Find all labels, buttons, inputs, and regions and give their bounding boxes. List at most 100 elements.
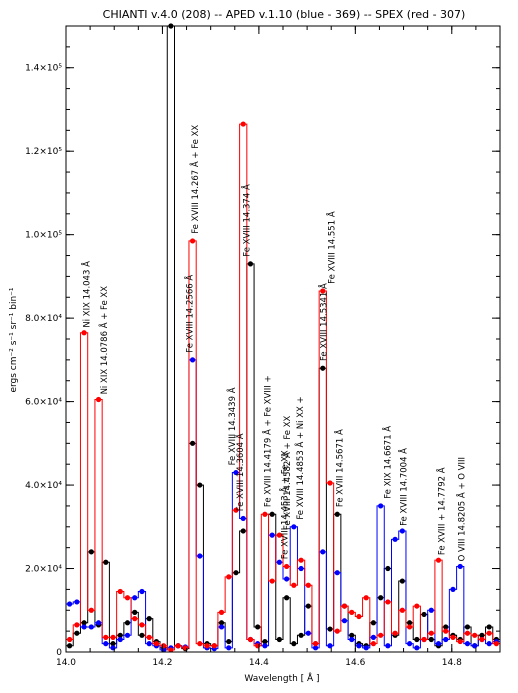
series-2-point-37 (334, 628, 340, 634)
series-2-point-17 (189, 238, 196, 244)
series-2-point-16 (182, 645, 188, 651)
series-2-point-15 (175, 643, 181, 649)
series-2-point-35 (320, 288, 326, 294)
series-2-point-18 (197, 641, 203, 647)
series-1-point-44 (385, 643, 391, 649)
y-tick-label-6: 1.2×10⁵ (25, 147, 62, 157)
series-0-point-7 (117, 632, 123, 638)
series-2-point-25 (247, 636, 254, 643)
series-1-point-24 (240, 515, 246, 522)
series-2-point-43 (378, 632, 384, 638)
series-1-point-54 (457, 563, 463, 570)
series-1-point-53 (450, 586, 456, 593)
series-1-point-50 (428, 607, 434, 613)
line-annotation-14: Fe XIX 14.6671 Å (382, 426, 394, 499)
series-2-point-38 (341, 603, 348, 609)
series-0-point-25 (247, 261, 254, 267)
series-1-point-46 (399, 528, 405, 534)
series-2-point-42 (370, 641, 377, 647)
series-0-point-47 (406, 620, 413, 626)
series-1-point-18 (197, 553, 203, 559)
series-1-point-5 (103, 641, 109, 647)
line-annotation-7: Fe XVIII 14.4179 Å + Fe XVIII + (262, 375, 274, 507)
series-1-point-51 (435, 641, 442, 647)
series-1-point-56 (472, 643, 478, 649)
line-annotation-13: Fe XVIII 14.5671 Å (333, 429, 345, 507)
series-1-point-31 (291, 524, 297, 530)
series-1-point-10 (139, 588, 145, 595)
line-annotation-15: Fe XVIII 14.7004 Å (398, 448, 410, 526)
series-2-point-40 (356, 613, 362, 620)
series-2-point-57 (479, 636, 485, 643)
x-tick-label-3: 14.6 (345, 658, 365, 668)
line-annotation-16: Fe XVIII + 14.7792 Å (436, 467, 448, 555)
series-2-point-55 (464, 630, 471, 636)
series-0-point-55 (464, 624, 471, 630)
series-1-point-17 (189, 357, 196, 363)
series-0-point-8 (124, 620, 131, 626)
series-2-point-36 (327, 480, 333, 486)
series-0-point-27 (262, 638, 268, 645)
series-2-point-7 (117, 588, 123, 595)
y-tick-label-2: 4.0×10⁴ (25, 481, 62, 491)
series-0-point-9 (132, 609, 138, 615)
y-tick-label-7: 1.4×10⁵ (25, 64, 62, 74)
series-1-point-1 (74, 599, 80, 605)
series-1-point-2 (81, 624, 87, 630)
series-1-point-48 (414, 645, 420, 651)
series-2-point-41 (363, 595, 369, 601)
series-0-point-37 (334, 511, 340, 517)
series-0-point-30 (284, 595, 290, 601)
series-line-1 (66, 359, 500, 652)
line-annotation-5: Fe XVIII 14.3604 Å (234, 433, 246, 511)
series-0-point-28 (269, 511, 275, 517)
series-1-point-39 (349, 636, 355, 643)
series-2-point-4 (95, 396, 102, 403)
x-tick-label-0: 14.0 (56, 658, 76, 668)
x-tick-label-4: 14.8 (442, 658, 462, 668)
series-1-point-33 (305, 630, 311, 636)
x-axis-label: Wavelength [ Å ] (244, 672, 319, 684)
series-1-point-23 (233, 469, 239, 476)
series-2-point-47 (406, 624, 413, 630)
series-1-point-55 (464, 641, 471, 647)
y-tick-label-0: 0 (56, 648, 62, 658)
series-0-point-35 (320, 365, 326, 371)
series-0-point-36 (327, 626, 333, 632)
series-0-point-46 (399, 578, 405, 584)
series-2-point-46 (399, 607, 405, 613)
line-annotation-8: Fe XVIII 14.453 Å + Fe XX (278, 450, 290, 559)
series-2-point-10 (139, 622, 145, 628)
series-1-point-4 (95, 620, 102, 626)
series-2-point-32 (298, 557, 304, 563)
series-1-point-58 (486, 641, 492, 647)
series-2-point-39 (349, 609, 355, 615)
series-2-point-27 (262, 511, 268, 517)
y-axis-label: ergs cm⁻² s⁻¹ sr⁻¹ bin⁻¹ (9, 287, 19, 392)
series-2-point-3 (88, 607, 94, 613)
series-2-point-26 (255, 643, 261, 649)
series-1-point-43 (378, 503, 384, 509)
series-2-point-23 (233, 507, 239, 513)
series-1-point-8 (124, 632, 131, 638)
series-2-point-22 (226, 574, 232, 580)
series-1-point-29 (276, 559, 282, 565)
series-1-point-0 (67, 601, 73, 607)
series-2-point-56 (472, 632, 478, 638)
series-2-point-0 (67, 636, 73, 643)
series-1-point-21 (218, 624, 225, 630)
series-2-point-31 (291, 582, 297, 588)
series-1-point-35 (320, 549, 326, 555)
series-2-point-58 (486, 630, 492, 636)
series-1-point-45 (392, 536, 398, 542)
series-2-point-48 (414, 603, 420, 609)
series-1-point-11 (146, 641, 152, 647)
series-0-point-52 (443, 624, 449, 630)
line-annotation-3: Fe XVIII 14.267 Å + Fe XX (189, 125, 201, 234)
series-1-point-7 (117, 636, 123, 643)
series-0-point-42 (370, 620, 377, 626)
series-2-point-44 (385, 599, 391, 605)
series-1-point-3 (88, 624, 94, 630)
series-0-point-5 (103, 559, 109, 565)
